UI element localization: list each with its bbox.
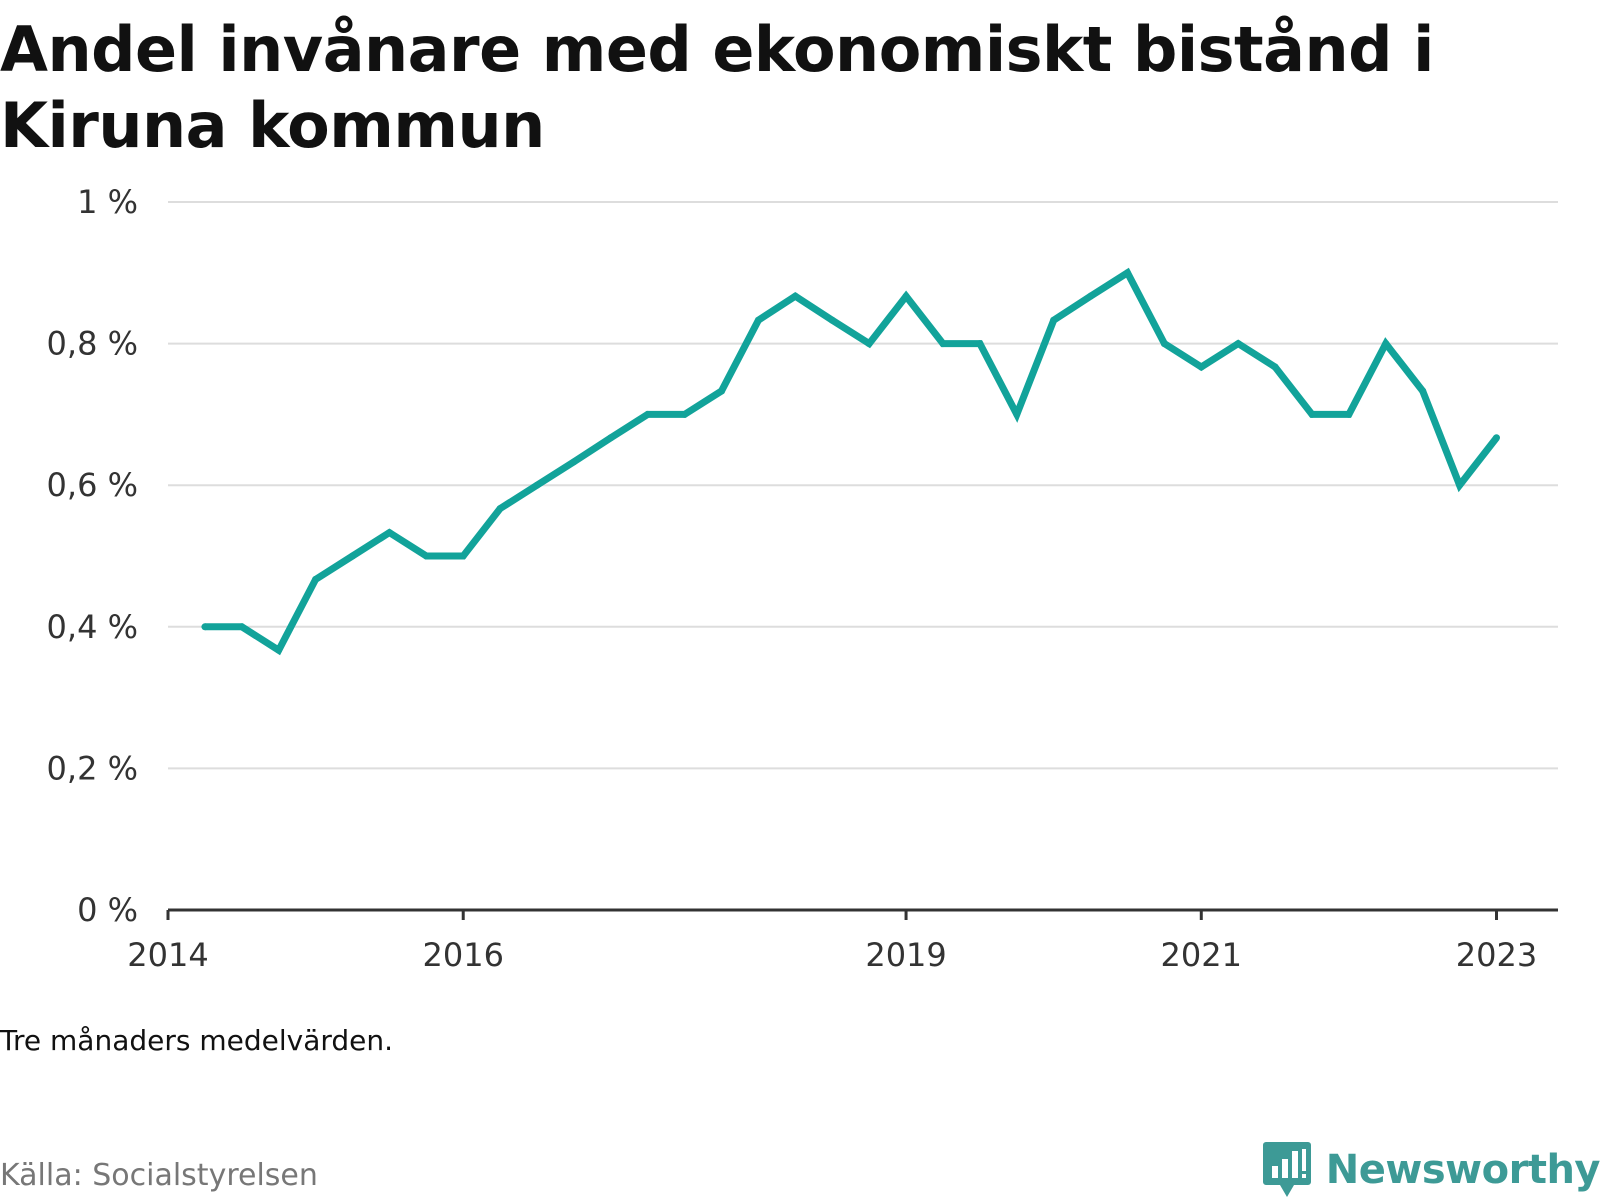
data-point (718, 387, 726, 395)
data-point (1271, 363, 1279, 371)
data-point (1050, 316, 1058, 324)
y-axis: 0 % 0,2 % 0,4 % 0,6 % 0,8 % 1 % (47, 183, 138, 929)
y-tick-label: 0,4 % (47, 608, 138, 646)
data-point (1419, 387, 1427, 395)
data-point (644, 410, 652, 418)
y-tick-label: 1 % (77, 183, 138, 221)
y-tick-label: 0,2 % (47, 749, 138, 787)
data-point (1160, 340, 1168, 348)
data-point (865, 340, 873, 348)
data-point (570, 458, 578, 466)
data-point (976, 340, 984, 348)
data-point (349, 552, 357, 560)
brand-logo: Newsworthy (1262, 1140, 1600, 1200)
x-tick-label: 2023 (1456, 936, 1537, 974)
data-point (533, 481, 541, 489)
data-point (1234, 340, 1242, 348)
data-point (1087, 292, 1095, 300)
x-axis: 2014 2016 2019 2021 2023 (127, 908, 1558, 974)
data-point (1197, 363, 1205, 371)
x-tick-label: 2021 (1161, 936, 1242, 974)
source-credit: Källa: Socialstyrelsen (0, 1158, 318, 1193)
line-chart: 0 %0,2 %0,4 %0,6 %0,8 %1 % 2014 2016 2019 2… (47, 183, 1558, 974)
y-tick-label: 0,6 % (47, 466, 138, 504)
x-tick-label: 2014 (127, 936, 208, 974)
data-point (312, 575, 320, 583)
data-point (201, 623, 209, 631)
data-point (459, 552, 467, 560)
data-point (1382, 340, 1390, 348)
newsworthy-logo-icon (1262, 1142, 1311, 1197)
chart-note: Tre månaders medelvärden. (0, 1024, 394, 1057)
series-layer (201, 267, 1500, 656)
data-point (1123, 269, 1131, 277)
data-point (902, 292, 910, 300)
brand-name: Newsworthy (1325, 1147, 1600, 1193)
x-tick-label: 2019 (865, 936, 946, 974)
data-point (385, 529, 393, 537)
data-point (275, 646, 283, 654)
data-point (1456, 481, 1464, 489)
data-point (496, 505, 504, 513)
series-line (204, 267, 1500, 656)
data-point (422, 552, 430, 560)
data-point (1308, 410, 1316, 418)
data-point (939, 340, 947, 348)
data-point (607, 434, 615, 442)
chart-title: Andel invånare med ekonomiskt bistånd i … (0, 13, 1434, 162)
y-tick-label: 0,8 % (47, 325, 138, 363)
data-point (1492, 434, 1500, 442)
data-point (828, 316, 836, 324)
x-tick-label: 2016 (423, 936, 504, 974)
gridlines (168, 201, 1558, 770)
data-point (791, 292, 799, 300)
data-point (1013, 410, 1021, 418)
data-point (754, 316, 762, 324)
data-point (238, 623, 246, 631)
data-point (1345, 410, 1353, 418)
data-point (681, 410, 689, 418)
y-tick-label: 0 % (77, 891, 138, 929)
